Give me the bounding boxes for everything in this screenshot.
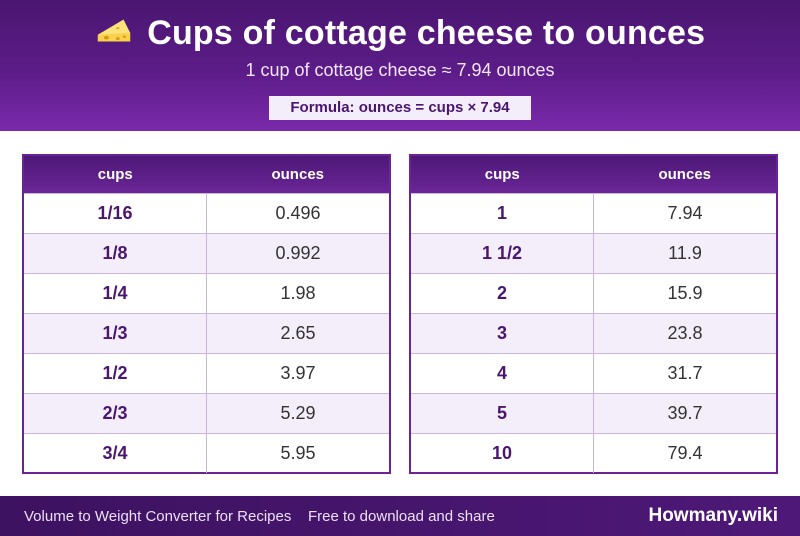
cups-cell: 1/4	[24, 272, 207, 313]
table-row: 1/3 2.65	[24, 312, 389, 353]
table-row: 1 1/2 11.9	[411, 232, 776, 273]
table-row: 1/16 0.496	[24, 192, 389, 233]
table-row: 1/2 3.97	[24, 352, 389, 393]
cheese-icon	[97, 19, 130, 41]
cups-cell: 2	[411, 272, 594, 313]
table-row: 2/3 5.29	[24, 392, 389, 433]
conversion-subtitle: 1 cup of cottage cheese ≈ 7.94 ounces	[245, 60, 555, 80]
ounces-cell: 39.7	[593, 392, 776, 433]
table-row: 1 7.94	[411, 192, 776, 233]
table-row: 5 39.7	[411, 392, 776, 433]
title-row: Cups of cottage cheese to ounces	[0, 14, 800, 53]
ounces-cell: 5.95	[206, 432, 389, 473]
cups-cell: 10	[411, 432, 594, 473]
table-header-row: cups ounces	[24, 156, 389, 193]
table-row: 2 15.9	[411, 272, 776, 313]
column-header-ounces: ounces	[593, 156, 776, 193]
footer-bar: Volume to Weight Converter for Recipes F…	[0, 496, 800, 536]
ounces-cell: 5.29	[206, 392, 389, 433]
cups-cell: 3/4	[24, 432, 207, 473]
ounces-cell: 2.65	[206, 312, 389, 353]
footer-share-note: Free to download and share	[308, 508, 495, 525]
ounces-cell: 31.7	[593, 352, 776, 393]
table: cups ounces 1/16 0.496 1/8 0.992 1/4 1.98 1…	[24, 156, 389, 473]
page-title: Cups of cottage cheese to ounces	[147, 14, 706, 52]
table-row: 3 23.8	[411, 312, 776, 353]
cups-cell: 4	[411, 352, 594, 393]
ounces-cell: 0.992	[206, 232, 389, 273]
table-row: 10 79.4	[411, 432, 776, 473]
cups-cell: 1/3	[24, 312, 207, 353]
ounces-cell: 1.98	[206, 272, 389, 313]
ounces-cell: 0.496	[206, 192, 389, 233]
ounces-cell: 7.94	[593, 192, 776, 233]
table: cups ounces 1 7.94 1 1/2 11.9 2 15.9 3 23.8 …	[411, 156, 776, 473]
table-row: 1/8 0.992	[24, 232, 389, 273]
table-header-row: cups ounces	[411, 156, 776, 193]
footer-description: Volume to Weight Converter for Recipes	[24, 508, 292, 525]
column-header-cups: cups	[24, 156, 207, 193]
cups-cell: 3	[411, 312, 594, 353]
column-header-ounces: ounces	[206, 156, 389, 193]
ounces-cell: 23.8	[593, 312, 776, 353]
ounces-cell: 79.4	[593, 432, 776, 473]
column-header-cups: cups	[411, 156, 594, 193]
table-row: 3/4 5.95	[24, 432, 389, 473]
ounces-cell: 11.9	[593, 232, 776, 273]
cups-cell: 2/3	[24, 392, 207, 433]
conversion-table-right: cups ounces 1 7.94 1 1/2 11.9 2 15.9 3 23.8 …	[409, 154, 778, 474]
ounces-cell: 3.97	[206, 352, 389, 393]
table-row: 1/4 1.98	[24, 272, 389, 313]
header-banner: Cups of cottage cheese to ounces 1 cup o…	[0, 0, 800, 131]
ounces-cell: 15.9	[593, 272, 776, 313]
formula-badge: Formula: ounces = cups × 7.94	[269, 96, 531, 120]
cups-cell: 1/8	[24, 232, 207, 273]
brand-logo-text[interactable]: Howmany.wiki	[648, 505, 778, 526]
cups-cell: 5	[411, 392, 594, 433]
cups-cell: 1/2	[24, 352, 207, 393]
conversion-table-left: cups ounces 1/16 0.496 1/8 0.992 1/4 1.98 1…	[22, 154, 391, 474]
table-row: 4 31.7	[411, 352, 776, 393]
cups-cell: 1/16	[24, 192, 207, 233]
cups-cell: 1 1/2	[411, 232, 594, 273]
cups-cell: 1	[411, 192, 594, 233]
